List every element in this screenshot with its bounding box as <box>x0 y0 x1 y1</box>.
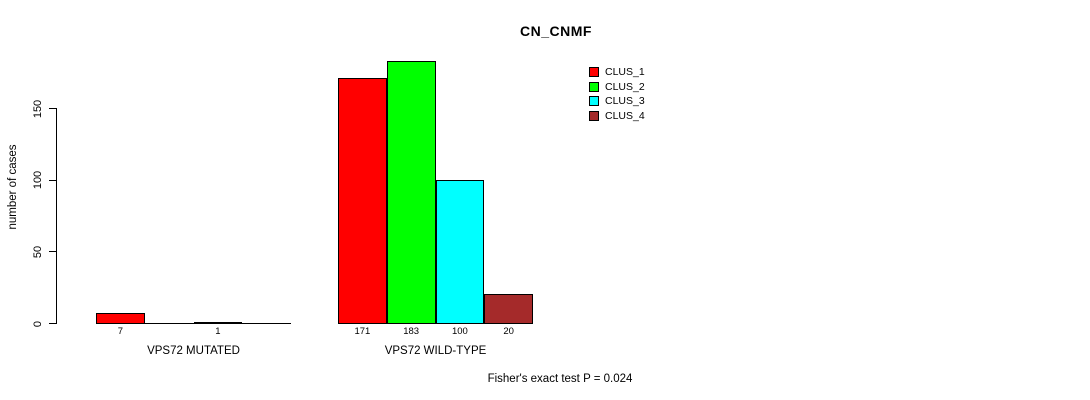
bar-value-label: 171 <box>354 326 371 337</box>
bar-clus_1 <box>338 77 387 324</box>
legend-label: CLUS_4 <box>605 109 645 122</box>
legend-item: CLUS_1 <box>589 66 645 78</box>
legend-label: CLUS_1 <box>605 66 645 78</box>
chart-title: CN_CNMF <box>520 23 592 39</box>
bar-clus_3 <box>435 179 485 324</box>
legend-label: CLUS_3 <box>605 95 645 108</box>
y-axis-tick <box>49 108 56 109</box>
y-axis-tick <box>49 323 56 324</box>
y-axis-line <box>56 108 57 324</box>
legend-swatch-clus_3 <box>589 96 599 107</box>
bar-clus_3 <box>193 321 243 324</box>
stat-test-note: Fisher's exact test P = 0.024 <box>487 373 633 385</box>
legend-swatch-clus_1 <box>589 67 599 77</box>
bar-value-label: 20 <box>503 326 514 337</box>
y-axis-tick <box>49 179 56 181</box>
bar-value-label: 1 <box>215 326 221 337</box>
y-axis-tick-label: 100 <box>32 170 44 190</box>
bar-value-label: 100 <box>451 326 468 337</box>
bar-clus_1 <box>96 312 145 324</box>
legend-item: CLUS_4 <box>589 110 645 122</box>
y-axis-title: number of cases <box>7 144 19 230</box>
legend-swatch-clus_4 <box>589 110 599 121</box>
y-axis-tick-label: 50 <box>32 245 44 258</box>
bar-value-label: 7 <box>117 326 124 337</box>
x-group-label: VPS72 WILD-TYPE <box>384 345 487 357</box>
bar-value-label: 183 <box>403 326 420 337</box>
bar-clus_2-zero <box>144 323 194 324</box>
y-axis-tick-label: 0 <box>32 320 44 327</box>
x-group-label: VPS72 MUTATED <box>147 345 240 357</box>
bar-clus_4 <box>484 294 533 324</box>
bar-clus_2 <box>386 60 436 324</box>
legend-item: CLUS_3 <box>589 95 645 107</box>
legend-label: CLUS_2 <box>605 80 645 93</box>
legend-swatch-clus_2 <box>589 81 599 92</box>
y-axis-tick-label: 150 <box>32 99 44 118</box>
bar-clus_4-zero <box>242 323 291 324</box>
y-axis-tick <box>49 251 56 253</box>
legend-item: CLUS_2 <box>589 81 645 93</box>
